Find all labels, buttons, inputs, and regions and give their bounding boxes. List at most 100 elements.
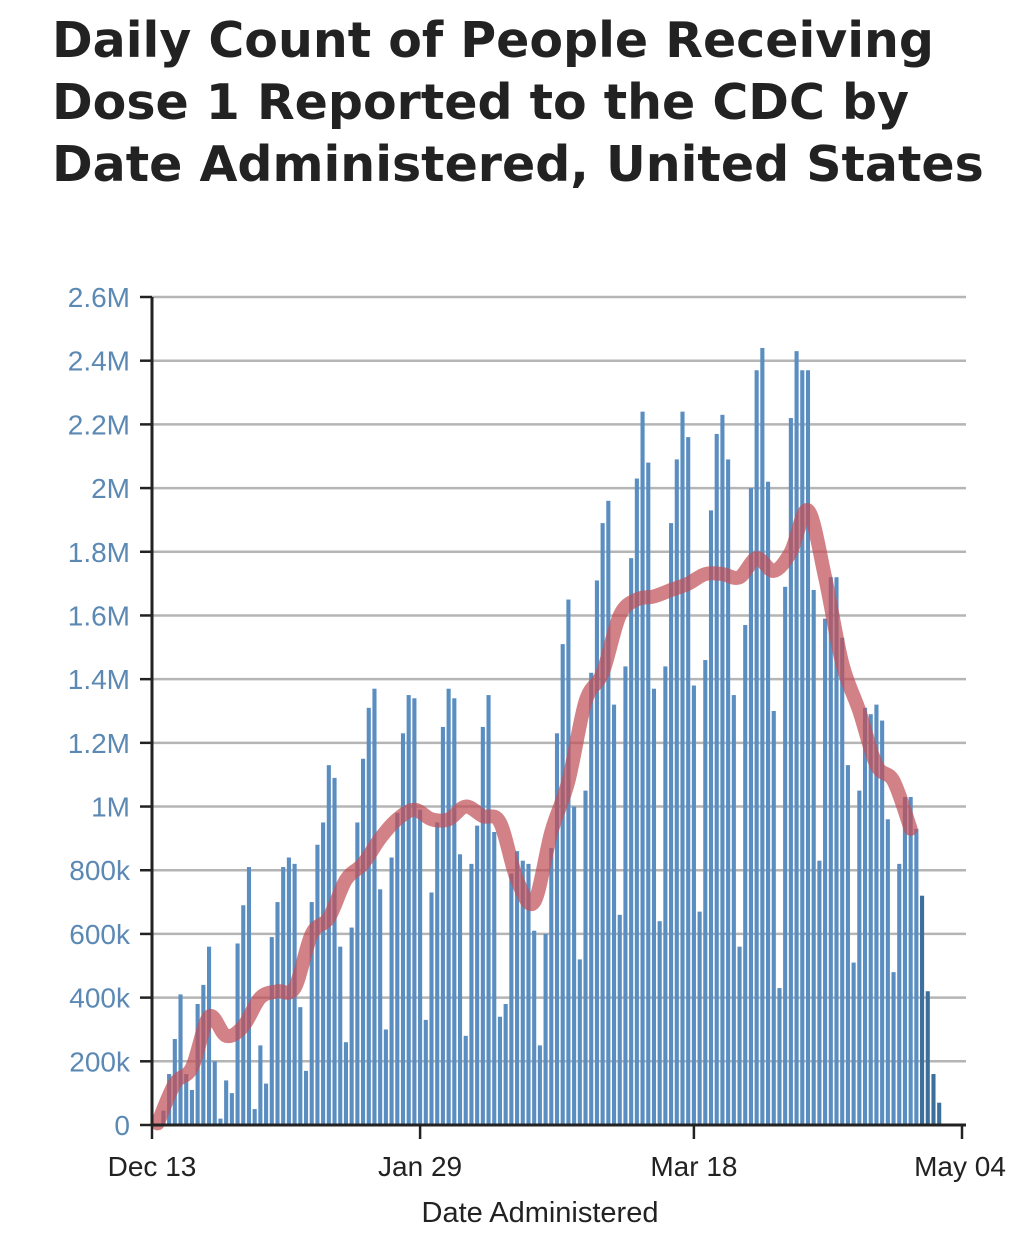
bar [657, 921, 662, 1125]
bar [851, 962, 856, 1125]
y-tick-label: 2.6M [68, 282, 130, 313]
bar [720, 414, 725, 1125]
bar [440, 726, 445, 1125]
bar [708, 510, 714, 1125]
bar [429, 892, 434, 1125]
bar [383, 1029, 388, 1125]
bar [880, 720, 885, 1125]
bar [475, 825, 480, 1125]
bar [355, 822, 360, 1125]
bar [771, 711, 776, 1125]
bar [423, 1019, 428, 1125]
y-tick-label: 400k [69, 983, 131, 1014]
bar [731, 695, 736, 1125]
bar [418, 809, 423, 1125]
bar [309, 902, 314, 1125]
bar [703, 660, 708, 1125]
x-axis-label: Date Administered [422, 1197, 659, 1229]
bar [515, 851, 520, 1125]
bar [577, 959, 582, 1125]
bar [395, 812, 400, 1125]
bar [783, 586, 788, 1125]
bar [503, 1003, 508, 1125]
bar [845, 765, 850, 1125]
average-line-path [150, 503, 918, 1131]
x-tick-label: Mar 18 [650, 1151, 737, 1182]
bar [606, 500, 611, 1125]
bar [372, 688, 377, 1125]
bar [492, 832, 497, 1125]
bar [737, 946, 742, 1125]
bar [378, 889, 383, 1125]
y-tick-label: 1M [91, 792, 130, 823]
y-tick-label: 1.4M [68, 664, 130, 695]
bar [486, 695, 491, 1125]
bar [874, 704, 879, 1125]
bar [897, 863, 902, 1125]
chart-title: Daily Count of People Receiving Dose 1 R… [52, 10, 1022, 196]
bar [766, 481, 771, 1125]
y-tick-label: 1.2M [68, 728, 130, 759]
bar [532, 930, 537, 1125]
bar [406, 695, 411, 1125]
bar [361, 758, 366, 1125]
bar [366, 707, 371, 1125]
bar [760, 347, 765, 1125]
bar [321, 822, 326, 1125]
bar [925, 991, 930, 1125]
bar [184, 1074, 189, 1125]
bar [264, 1083, 269, 1125]
bar [600, 523, 605, 1125]
bar [338, 946, 343, 1125]
x-tick-label: Jan 29 [378, 1151, 462, 1182]
bar [828, 577, 833, 1125]
bar [189, 1089, 194, 1125]
bar [862, 707, 868, 1125]
bar [617, 914, 622, 1125]
bar [868, 714, 873, 1125]
y-tick-label: 600k [69, 919, 131, 950]
bar [224, 1080, 229, 1125]
bar [629, 558, 634, 1125]
bar [343, 1042, 348, 1125]
bar [634, 478, 639, 1125]
x-tick-label: Dec 13 [108, 1151, 197, 1182]
bar [800, 370, 805, 1125]
average-line [150, 503, 918, 1131]
bar [714, 433, 719, 1125]
bar [891, 972, 896, 1125]
bar [623, 666, 628, 1125]
bar [537, 1045, 542, 1125]
bar [651, 688, 657, 1125]
bar [691, 685, 696, 1125]
bar [509, 873, 514, 1125]
bar [931, 1074, 936, 1125]
bar [663, 666, 668, 1125]
bar [400, 733, 406, 1125]
bar [497, 1016, 503, 1125]
bar [435, 822, 440, 1125]
bar [908, 796, 913, 1125]
bar [697, 911, 702, 1125]
bar [549, 847, 554, 1125]
bar [794, 351, 799, 1126]
bar [258, 1045, 263, 1125]
y-tick-label: 2M [91, 473, 130, 504]
bar [885, 819, 890, 1125]
bar [748, 488, 753, 1126]
bar [788, 418, 793, 1125]
bar [457, 854, 463, 1125]
bar [937, 1102, 942, 1125]
bar [315, 844, 320, 1125]
bar [349, 927, 354, 1125]
bar [326, 765, 331, 1125]
bar [583, 790, 588, 1125]
y-tick-label: 800k [69, 855, 131, 886]
bar [686, 437, 691, 1126]
bar [680, 411, 685, 1126]
bar [178, 994, 183, 1125]
bar [463, 1035, 468, 1125]
bar [480, 726, 485, 1125]
axes [140, 295, 966, 1139]
